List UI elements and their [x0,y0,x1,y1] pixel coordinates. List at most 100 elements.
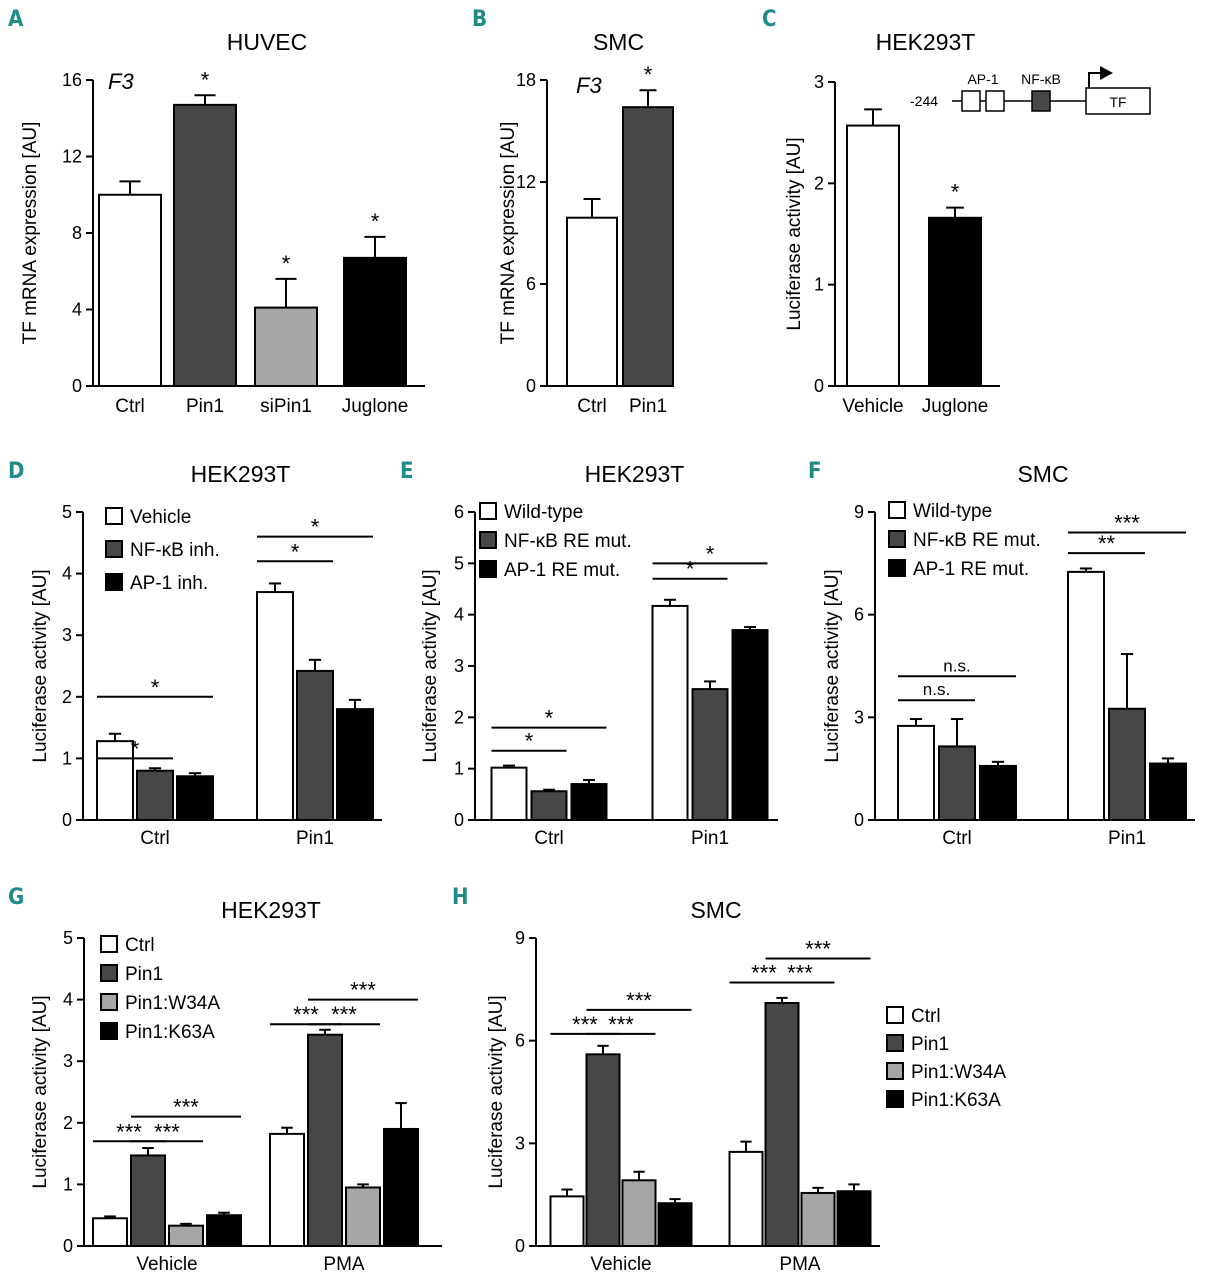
significance-label: *** [350,978,376,1003]
bar-pma-1 [307,1033,343,1248]
y-tick-label: 0 [454,810,464,830]
x-group-label: Ctrl [140,828,170,849]
legend-swatch [479,531,497,549]
legend-swatch [105,507,123,525]
tf-gene-label: TF [1109,94,1126,110]
panel-letter: A [8,7,24,32]
panel-letter: B [472,7,487,32]
promoter-position: -244 [910,93,938,109]
legend-swatch [888,501,906,519]
x-category-label: siPin1 [260,396,312,417]
bar-vehicle-2 [621,1179,657,1247]
significance-label: *** [626,988,652,1013]
bar-pma-0 [269,1132,305,1247]
y-tick-label: 4 [72,300,82,320]
significance-star: * [951,180,960,205]
y-axis-label: Luciferase activity [AU] [30,569,51,762]
x-group-label: Vehicle [136,1254,197,1275]
bar-ctrl-2 [979,764,1017,822]
promoter-diagram: -244 AP-1 NF-κB TF [910,66,1151,115]
significance-label: *** [805,937,831,962]
x-category-label: Vehicle [842,396,903,417]
y-tick-label: 4 [62,564,72,584]
chart-h: 0 3 6 9 Luciferase activity [AU] H SMC Vehicle P… [452,885,1006,1275]
significance-label: *** [331,1002,357,1027]
bar-pin1-2 [336,708,374,821]
legend-entry: Ctrl [125,935,155,956]
y-tick-label: 0 [62,810,72,830]
chart-a: 0 4 8 12 16 TF mRNA expression [AU] A HUVEC Ctrl… [8,7,425,417]
bar-pma-2 [345,1186,381,1247]
y-tick-label: 12 [516,172,536,192]
bar-vehicle-2 [168,1224,204,1247]
bar-ctrl [98,193,162,387]
legend-swatch [886,1062,904,1080]
y-tick-label: 9 [515,928,525,948]
significance-star: * [201,67,210,92]
chart-b: 0 6 12 18 TF mRNA expression [AU] B SMC Ctrl Pin… [472,7,674,417]
x-category-label: Ctrl [577,396,607,417]
ap1-label: AP-1 [967,71,998,87]
bar-pin1-2 [731,629,769,821]
y-tick-label: 3 [814,72,824,92]
x-group-label: Ctrl [942,828,972,849]
y-tick-label: 8 [72,223,82,243]
chart-d: 0 1 2 3 4 5 Luciferase activity [AU] D HEK293T Ct… [8,459,382,849]
x-group-label: PMA [779,1254,821,1275]
bar-ctrl-0 [96,740,134,821]
x-group-label: Pin1 [1108,828,1146,849]
legend-entry: Pin1 [911,1034,949,1055]
y-tick-label: 3 [454,656,464,676]
significance-star: * [371,209,380,234]
panel-letter: C [762,7,777,32]
y-tick-label: 0 [63,1236,73,1256]
bar-pin1-0 [256,591,294,822]
y-tick-label: 18 [516,70,536,90]
bar-pin1-0 [651,604,689,821]
legend-swatch [886,1090,904,1108]
legend-entry: Pin1:W34A [911,1062,1006,1083]
bar-pin1 [622,106,674,387]
y-axis-label: Luciferase activity [AU] [486,995,507,1188]
y-tick-label: 1 [63,1174,73,1194]
legend-entry: Vehicle [130,507,191,528]
significance-label: *** [608,1012,634,1037]
legend-entry: Wild-type [913,501,992,522]
chart-title: SMC [593,29,644,55]
y-axis-label: TF mRNA expression [AU] [20,122,41,345]
bar-pma-2 [800,1191,836,1248]
legend-entry: AP-1 RE mut. [504,560,620,581]
panel-letter: F [808,459,822,484]
chart-title: HUVEC [227,29,308,55]
legend-swatch [100,993,118,1011]
bar-ctrl-1 [938,745,976,822]
legend-swatch [886,1034,904,1052]
bar-pma-3 [383,1127,419,1247]
x-group-label: Vehicle [590,1254,651,1275]
bar-pin1-1 [691,688,729,821]
legend-entry: NF-κB inh. [130,540,220,561]
y-axis-label: TF mRNA expression [AU] [498,122,519,345]
chart-c: 0 1 2 3 Luciferase activity [AU] C HEK293T Vehi… [762,7,1151,417]
legend-entry: Pin1:K63A [911,1090,1001,1111]
bar-pma-1 [764,1002,800,1247]
significance-label: * [525,729,534,754]
bar-vehicle-1 [130,1154,166,1247]
y-tick-label: 6 [454,502,464,522]
y-tick-label: 0 [814,376,824,396]
significance-label: *** [751,960,777,985]
legend-entry: AP-1 inh. [130,573,208,594]
y-tick-label: 3 [854,707,864,727]
y-tick-label: 5 [62,502,72,522]
nfkb-label: NF-κB [1021,71,1061,87]
bar-vehicle-3 [657,1202,693,1247]
legend-swatch [479,560,497,578]
legend-swatch [100,935,118,953]
y-tick-label: 0 [854,810,864,830]
x-group-label: PMA [323,1254,365,1275]
significance-label: *** [572,1012,598,1037]
panel-letter: G [8,885,24,910]
chart-title: HEK293T [191,461,291,487]
bar-ctrl-1 [530,790,568,822]
y-tick-label: 3 [62,625,72,645]
